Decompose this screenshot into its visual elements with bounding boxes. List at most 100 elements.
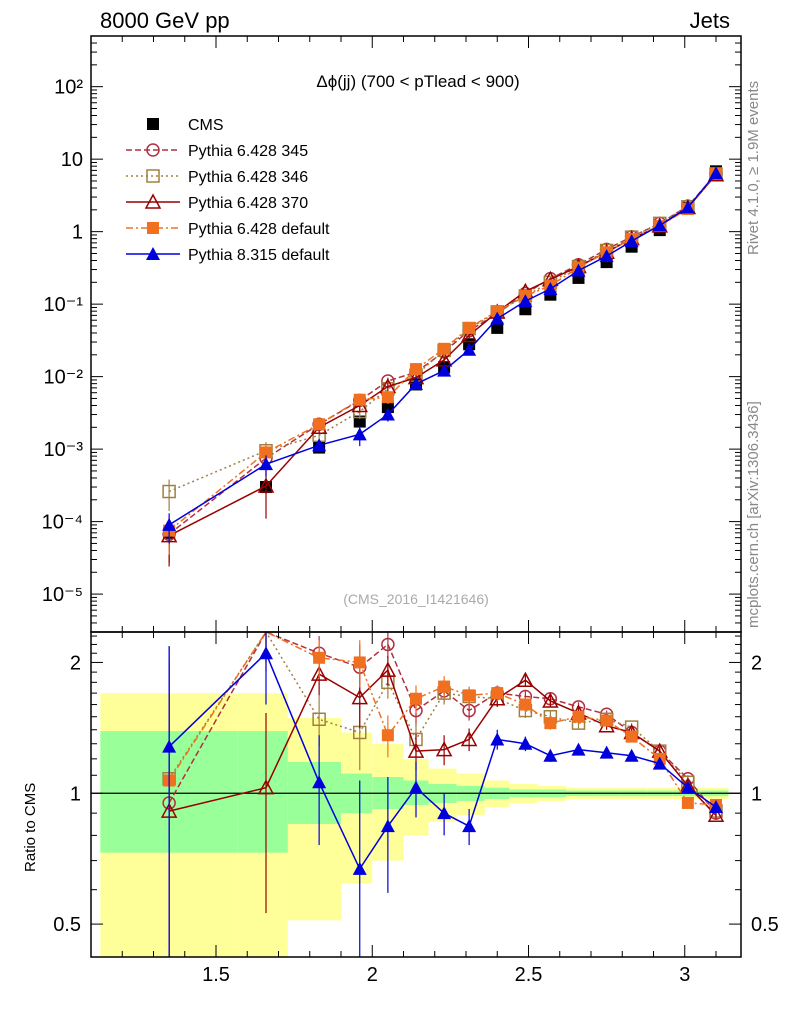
y-tick-label: 10² — [54, 77, 83, 99]
data-point — [600, 714, 613, 727]
data-point — [410, 692, 422, 705]
ratio-plot-frame — [90, 631, 742, 958]
x-tick-label: 2.5 — [515, 964, 543, 986]
data-point — [518, 294, 533, 308]
series-pythia-6-428-346 — [162, 167, 723, 512]
data-point — [625, 730, 638, 743]
data-point — [313, 418, 326, 431]
data-point — [259, 646, 273, 660]
legend-item: Pythia 8.315 default — [126, 247, 330, 264]
legend-item: Pythia 6.428 345 — [126, 143, 308, 160]
data-point — [542, 692, 559, 708]
legend-marker — [146, 169, 160, 183]
data-point — [352, 861, 367, 875]
data-point — [490, 311, 505, 325]
data-point — [709, 166, 723, 180]
data-point — [491, 305, 504, 318]
y-tick-label: 10⁻⁴ — [42, 512, 83, 534]
data-point — [257, 779, 275, 795]
data-point — [353, 415, 366, 428]
data-point — [437, 363, 452, 377]
data-point — [351, 689, 369, 705]
data-point — [313, 651, 326, 664]
data-point — [571, 263, 586, 277]
data-point — [491, 321, 504, 334]
legend-item: Pythia 6.428 default — [126, 221, 330, 238]
data-point — [162, 517, 177, 531]
data-point — [519, 698, 532, 711]
x-tick-label: 3 — [679, 964, 690, 986]
data-point — [312, 438, 327, 452]
ratio-y-tick-label: 2 — [70, 652, 81, 674]
data-point — [652, 218, 667, 232]
data-point — [409, 377, 423, 391]
data-point — [352, 427, 367, 441]
data-point — [312, 775, 327, 789]
data-point — [460, 326, 478, 343]
data-point — [381, 401, 394, 414]
data-point — [462, 342, 477, 356]
data-point — [257, 477, 275, 493]
legend: CMS Pythia 6.428 345 Pythia 6.428 346 Pythi… — [126, 117, 330, 264]
data-point — [681, 796, 694, 809]
legend-marker — [146, 143, 160, 157]
x-tick-label: 2 — [367, 964, 378, 986]
uncertainty-band-green — [237, 731, 288, 853]
data-point — [491, 687, 504, 700]
y-tick-label: 10⁻¹ — [44, 294, 84, 316]
legend-marker — [144, 193, 162, 209]
data-point — [380, 407, 395, 421]
y-tick-label: 1 — [72, 222, 83, 244]
data-point — [379, 661, 397, 677]
data-point — [543, 281, 558, 295]
data-point — [310, 665, 328, 681]
data-point — [518, 736, 533, 750]
ratio-y-tick-label: 0.5 — [53, 914, 81, 936]
data-point — [490, 732, 505, 746]
data-point — [599, 745, 614, 759]
legend-marker — [147, 222, 159, 234]
data-point — [544, 717, 557, 730]
x-tick-label: 1.5 — [202, 964, 230, 986]
ratio-y-tick-label: 2 — [751, 652, 762, 674]
data-point — [162, 739, 177, 753]
process-label: Jets — [689, 8, 730, 33]
legend-label: CMS — [188, 117, 224, 134]
legend-label: Pythia 6.428 default — [188, 221, 330, 238]
ratio-y-tick-label: 0.5 — [751, 914, 779, 936]
y-tick-label: 10⁻³ — [44, 439, 84, 461]
data-point — [517, 671, 534, 687]
data-point — [680, 200, 695, 214]
energy-label: 8000 GeV pp — [100, 8, 230, 33]
legend-marker — [147, 118, 159, 130]
legend-marker — [146, 247, 160, 260]
series-pythia-8-315-default — [162, 632, 723, 957]
ratio-y-tick-label: 1 — [751, 783, 762, 805]
data-point — [409, 780, 423, 794]
data-point — [709, 799, 723, 813]
legend-label: Pythia 6.428 345 — [188, 143, 308, 160]
data-point — [162, 484, 176, 499]
data-point — [571, 742, 586, 756]
data-point — [707, 806, 725, 823]
data-point — [410, 363, 422, 376]
ratio-y-tick-label: 1 — [70, 783, 81, 805]
data-point — [463, 689, 476, 702]
data-point — [438, 342, 451, 355]
data-point — [460, 730, 478, 747]
data-point — [312, 712, 326, 727]
series-line — [168, 173, 717, 493]
legend-label: Pythia 6.428 346 — [188, 169, 308, 186]
data-point — [543, 748, 558, 762]
data-point — [463, 321, 476, 334]
legend-label: Pythia 6.428 370 — [188, 195, 308, 212]
series-line — [168, 630, 717, 812]
legend-item: Pythia 6.428 346 — [126, 169, 308, 186]
data-point — [437, 806, 452, 820]
data-point — [599, 249, 614, 263]
data-point — [624, 748, 639, 762]
data-point — [462, 819, 477, 833]
data-point — [381, 391, 394, 404]
data-point — [407, 742, 425, 758]
data-point — [624, 234, 639, 248]
